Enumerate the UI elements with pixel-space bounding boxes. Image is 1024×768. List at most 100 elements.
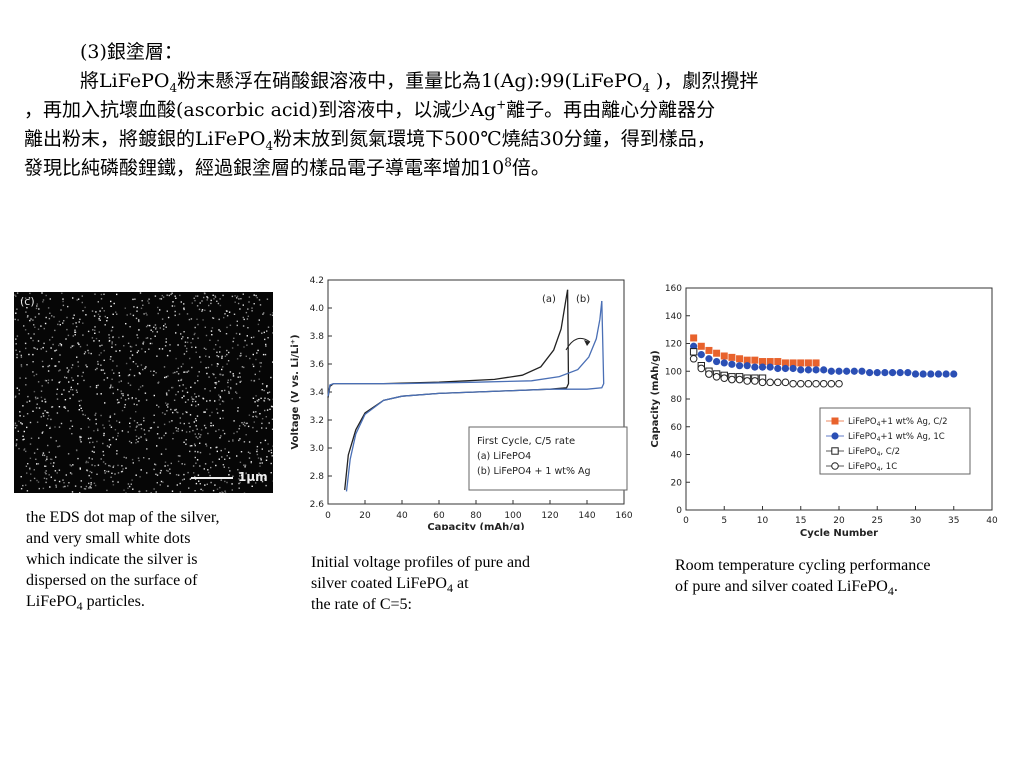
silver-dot [32,319,34,321]
silver-dot [40,348,42,350]
silver-dot [173,399,176,401]
series-3-point [728,375,736,384]
silver-dot [256,416,258,418]
silver-dot [127,342,130,344]
silver-dot [112,480,114,483]
silver-dot [111,343,113,345]
silver-dot [228,451,230,453]
curve-label-b: (b) [576,294,590,305]
silver-dot [29,292,31,295]
silver-dot [201,300,203,302]
silver-dot [266,298,269,300]
silver-dot [141,300,143,302]
silver-dot [62,322,64,324]
silver-dot [63,482,65,484]
silver-dot [86,344,88,346]
silver-dot [142,304,144,306]
silver-dot [135,363,137,365]
silver-dot [100,369,103,371]
silver-dot [49,298,51,300]
series-1-point [720,359,728,367]
x-tick-label: 10 [757,516,769,526]
series-1-point [690,342,698,350]
silver-dot [218,318,220,321]
silver-dot [206,372,208,375]
silver-dot [247,315,249,317]
silver-dot [89,386,92,388]
silver-dot [18,389,20,391]
silver-dot [185,431,188,433]
silver-dot [137,337,139,339]
silver-dot [261,383,264,385]
silver-dot [131,397,133,400]
silver-dot [177,373,180,375]
silver-dot [89,485,91,488]
silver-dot [18,447,20,450]
silver-dot [168,389,170,392]
silver-dot [184,341,187,343]
silver-dot [127,382,130,384]
y-tick-label: 0 [676,506,682,516]
silver-dot [52,465,54,467]
silver-dot [27,315,29,317]
legend-marker-2 [831,447,839,455]
silver-dot [219,417,221,420]
silver-dot [261,448,263,450]
silver-dot [175,430,178,432]
silver-dot [251,343,253,345]
silver-dot [48,474,50,476]
silver-dot [80,441,82,443]
silver-dot [14,424,16,426]
silver-dot [72,394,74,396]
silver-dot [100,364,102,366]
silver-dot [187,471,189,474]
silver-dot [183,422,185,425]
silver-dot [217,363,219,365]
series-0-point [812,359,820,367]
silver-dot [194,444,196,447]
paragraph-text: 將LiFePO [80,70,170,92]
silver-dot [63,389,65,391]
silver-dot [94,332,96,334]
silver-dot [28,400,31,402]
silver-dot [237,344,239,346]
silver-dot [197,474,200,476]
silver-dot [236,295,239,297]
legend-entry-b: (b) LiFePO4 + 1 wt% Ag [477,466,591,477]
silver-dot [247,425,250,428]
silver-dot [240,354,242,357]
silver-dot [261,474,264,476]
silver-dot [180,333,182,335]
silver-dot [210,330,213,332]
silver-dot [218,399,220,401]
silver-dot [93,451,95,453]
silver-dot [157,426,159,428]
y-tick-label: 3.6 [310,360,325,370]
silver-dot [20,356,23,358]
silver-dot [115,350,117,352]
silver-dot [228,311,231,313]
silver-dot [224,313,226,315]
silver-dot [255,415,257,417]
silver-dot [124,307,126,309]
silver-dot [133,306,135,308]
silver-dot [206,400,208,402]
silver-dot [153,326,155,328]
silver-dot [97,464,100,466]
silver-dot [139,490,141,493]
silver-dot [238,471,241,474]
silver-dot [271,418,273,420]
silver-dot [252,353,254,356]
silver-dot [223,432,226,435]
silver-dot [112,466,114,468]
silver-dot [165,341,167,343]
silver-dot [149,342,152,345]
silver-dot [99,319,101,321]
silver-dot [183,303,185,305]
silver-dot [243,421,246,424]
silver-dot [145,366,147,368]
silver-dot [177,460,180,463]
silver-dot [216,351,218,353]
caption-line: Room temperature cycling performance [675,557,931,574]
series-3-point [735,375,744,384]
